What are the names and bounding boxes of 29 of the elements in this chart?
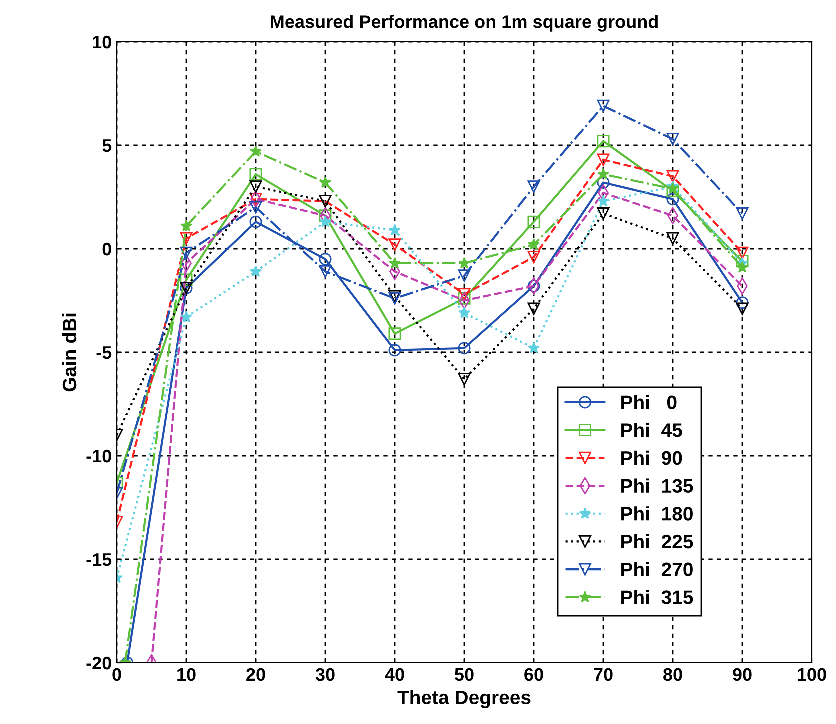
legend-label: Phi 270: [622, 562, 693, 577]
legend-label: Phi 135: [622, 478, 694, 494]
x-tick-label: 90: [733, 668, 752, 682]
y-tick-label: -5: [96, 346, 112, 360]
legend-label: Phi 45: [622, 423, 682, 438]
y-tick-label: -20: [86, 656, 112, 670]
x-tick-label: 40: [385, 668, 404, 682]
legend-label: Phi 225: [622, 534, 694, 549]
y-tick-label: -15: [86, 554, 112, 566]
legend-label: Phi 180: [622, 506, 693, 521]
legend-label: Phi 0: [622, 395, 677, 410]
y-tick-label: -10: [86, 450, 112, 463]
x-tick-label: 30: [316, 668, 335, 682]
x-tick-label: 100: [798, 668, 826, 682]
y-tick-label: 0: [102, 242, 112, 256]
x-tick-label: 50: [455, 668, 474, 682]
chart-title: Measured Performance on 1m square ground: [271, 15, 658, 32]
x-tick-label: 70: [594, 668, 613, 682]
x-tick-label: 80: [664, 668, 682, 682]
x-tick-label: 60: [524, 668, 544, 682]
y-axis-title: Gain dBi: [62, 314, 77, 392]
x-tick-label: 10: [178, 668, 196, 682]
legend-label: Phi 315: [622, 590, 694, 604]
x-tick-label: 20: [246, 668, 266, 682]
x-axis-title: Theta Degrees: [398, 690, 531, 708]
legend-label: Phi 90: [622, 450, 682, 466]
x-tick-label: 0: [112, 668, 122, 682]
y-tick-label: 10: [93, 36, 112, 49]
y-tick-label: 5: [102, 140, 112, 152]
